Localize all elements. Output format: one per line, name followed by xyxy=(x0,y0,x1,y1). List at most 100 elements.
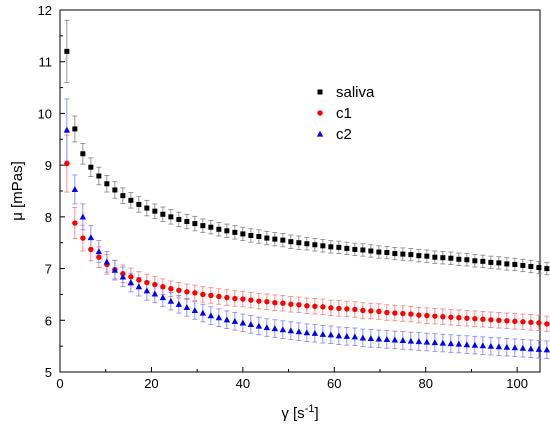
y-tick-label: 12 xyxy=(38,3,52,18)
point-c2 xyxy=(175,300,183,307)
point-saliva xyxy=(192,221,198,227)
point-c1 xyxy=(536,320,542,326)
point-c1 xyxy=(272,300,278,306)
point-c2 xyxy=(407,337,415,344)
point-saliva xyxy=(144,205,150,211)
point-c2 xyxy=(183,303,191,310)
point-saliva xyxy=(336,244,342,250)
axis-ticks xyxy=(59,9,518,373)
point-saliva xyxy=(536,265,542,271)
point-saliva xyxy=(184,219,190,225)
point-c1 xyxy=(528,319,534,326)
point-c1 xyxy=(280,300,286,306)
point-saliva xyxy=(288,239,294,245)
point-c1 xyxy=(360,307,366,314)
point-c2 xyxy=(223,316,231,323)
point-saliva xyxy=(232,229,238,235)
point-c2 xyxy=(287,327,295,334)
legend: saliva c1 c2 xyxy=(316,84,375,143)
point-c2 xyxy=(215,314,223,321)
point-c2 xyxy=(535,345,543,352)
point-c1 xyxy=(64,160,70,167)
point-c1 xyxy=(216,293,222,300)
point-c2 xyxy=(519,344,527,351)
point-c1 xyxy=(376,308,382,315)
point-c2 xyxy=(279,326,287,333)
point-c1 xyxy=(408,311,414,317)
point-c2 xyxy=(311,329,319,336)
point-c1 xyxy=(248,297,254,303)
point-saliva xyxy=(496,260,502,266)
point-c1 xyxy=(152,281,158,288)
point-saliva xyxy=(176,216,182,222)
point-saliva xyxy=(424,253,430,259)
point-c1 xyxy=(320,304,326,310)
point-c1 xyxy=(200,291,206,298)
point-saliva xyxy=(64,48,70,54)
point-c1 xyxy=(416,312,422,318)
point-saliva xyxy=(240,231,246,237)
point-c2 xyxy=(151,290,159,297)
point-c1 xyxy=(384,309,390,316)
point-c2 xyxy=(327,331,335,338)
point-c2 xyxy=(511,344,519,351)
point-saliva xyxy=(216,226,222,232)
y-tick-label: 9 xyxy=(45,158,52,173)
point-saliva xyxy=(312,242,318,248)
point-saliva xyxy=(168,214,174,220)
point-c2 xyxy=(87,234,95,241)
point-c1 xyxy=(240,296,246,302)
x-axis-title: γ [s-1] xyxy=(281,403,318,422)
point-saliva xyxy=(208,224,214,230)
point-c2 xyxy=(343,332,351,339)
point-c1 xyxy=(504,318,510,324)
point-saliva xyxy=(464,257,470,263)
point-c1 xyxy=(208,292,214,299)
point-c2 xyxy=(135,283,143,290)
point-c1 xyxy=(96,254,102,260)
point-saliva xyxy=(408,252,414,258)
point-c2 xyxy=(231,317,239,324)
point-saliva xyxy=(80,151,86,157)
point-c2 xyxy=(247,321,255,328)
point-saliva xyxy=(400,251,406,257)
point-c2 xyxy=(487,342,495,349)
point-c1 xyxy=(512,318,518,325)
point-c1 xyxy=(464,315,470,321)
legend-marker-c1 xyxy=(317,110,323,116)
error-bars xyxy=(64,19,550,359)
point-c1 xyxy=(480,316,486,322)
point-c1 xyxy=(168,286,174,292)
point-c2 xyxy=(295,328,303,335)
point-c1 xyxy=(256,298,262,304)
y-tick-label: 11 xyxy=(39,55,53,70)
point-saliva xyxy=(472,258,478,264)
point-c2 xyxy=(239,319,247,326)
point-c2 xyxy=(543,346,550,353)
point-c2 xyxy=(119,273,127,280)
point-saliva xyxy=(104,181,110,187)
point-c1 xyxy=(136,277,142,283)
point-c1 xyxy=(496,317,502,323)
point-c2 xyxy=(303,329,311,336)
point-c2 xyxy=(143,287,151,294)
point-saliva xyxy=(152,208,158,214)
point-saliva xyxy=(280,237,286,243)
point-c1 xyxy=(224,294,230,301)
point-c2 xyxy=(335,332,343,339)
point-saliva xyxy=(360,247,366,253)
point-saliva xyxy=(160,211,166,217)
point-c2 xyxy=(79,213,87,220)
point-c1 xyxy=(128,274,134,280)
point-saliva xyxy=(256,234,262,240)
legend-label-saliva: saliva xyxy=(336,84,375,101)
point-c2 xyxy=(359,334,367,341)
point-saliva xyxy=(440,255,446,261)
point-saliva xyxy=(448,255,454,261)
point-saliva xyxy=(272,236,278,242)
point-c1 xyxy=(160,283,166,290)
point-c1 xyxy=(232,295,238,302)
point-c2 xyxy=(447,340,455,347)
point-c2 xyxy=(471,341,479,348)
